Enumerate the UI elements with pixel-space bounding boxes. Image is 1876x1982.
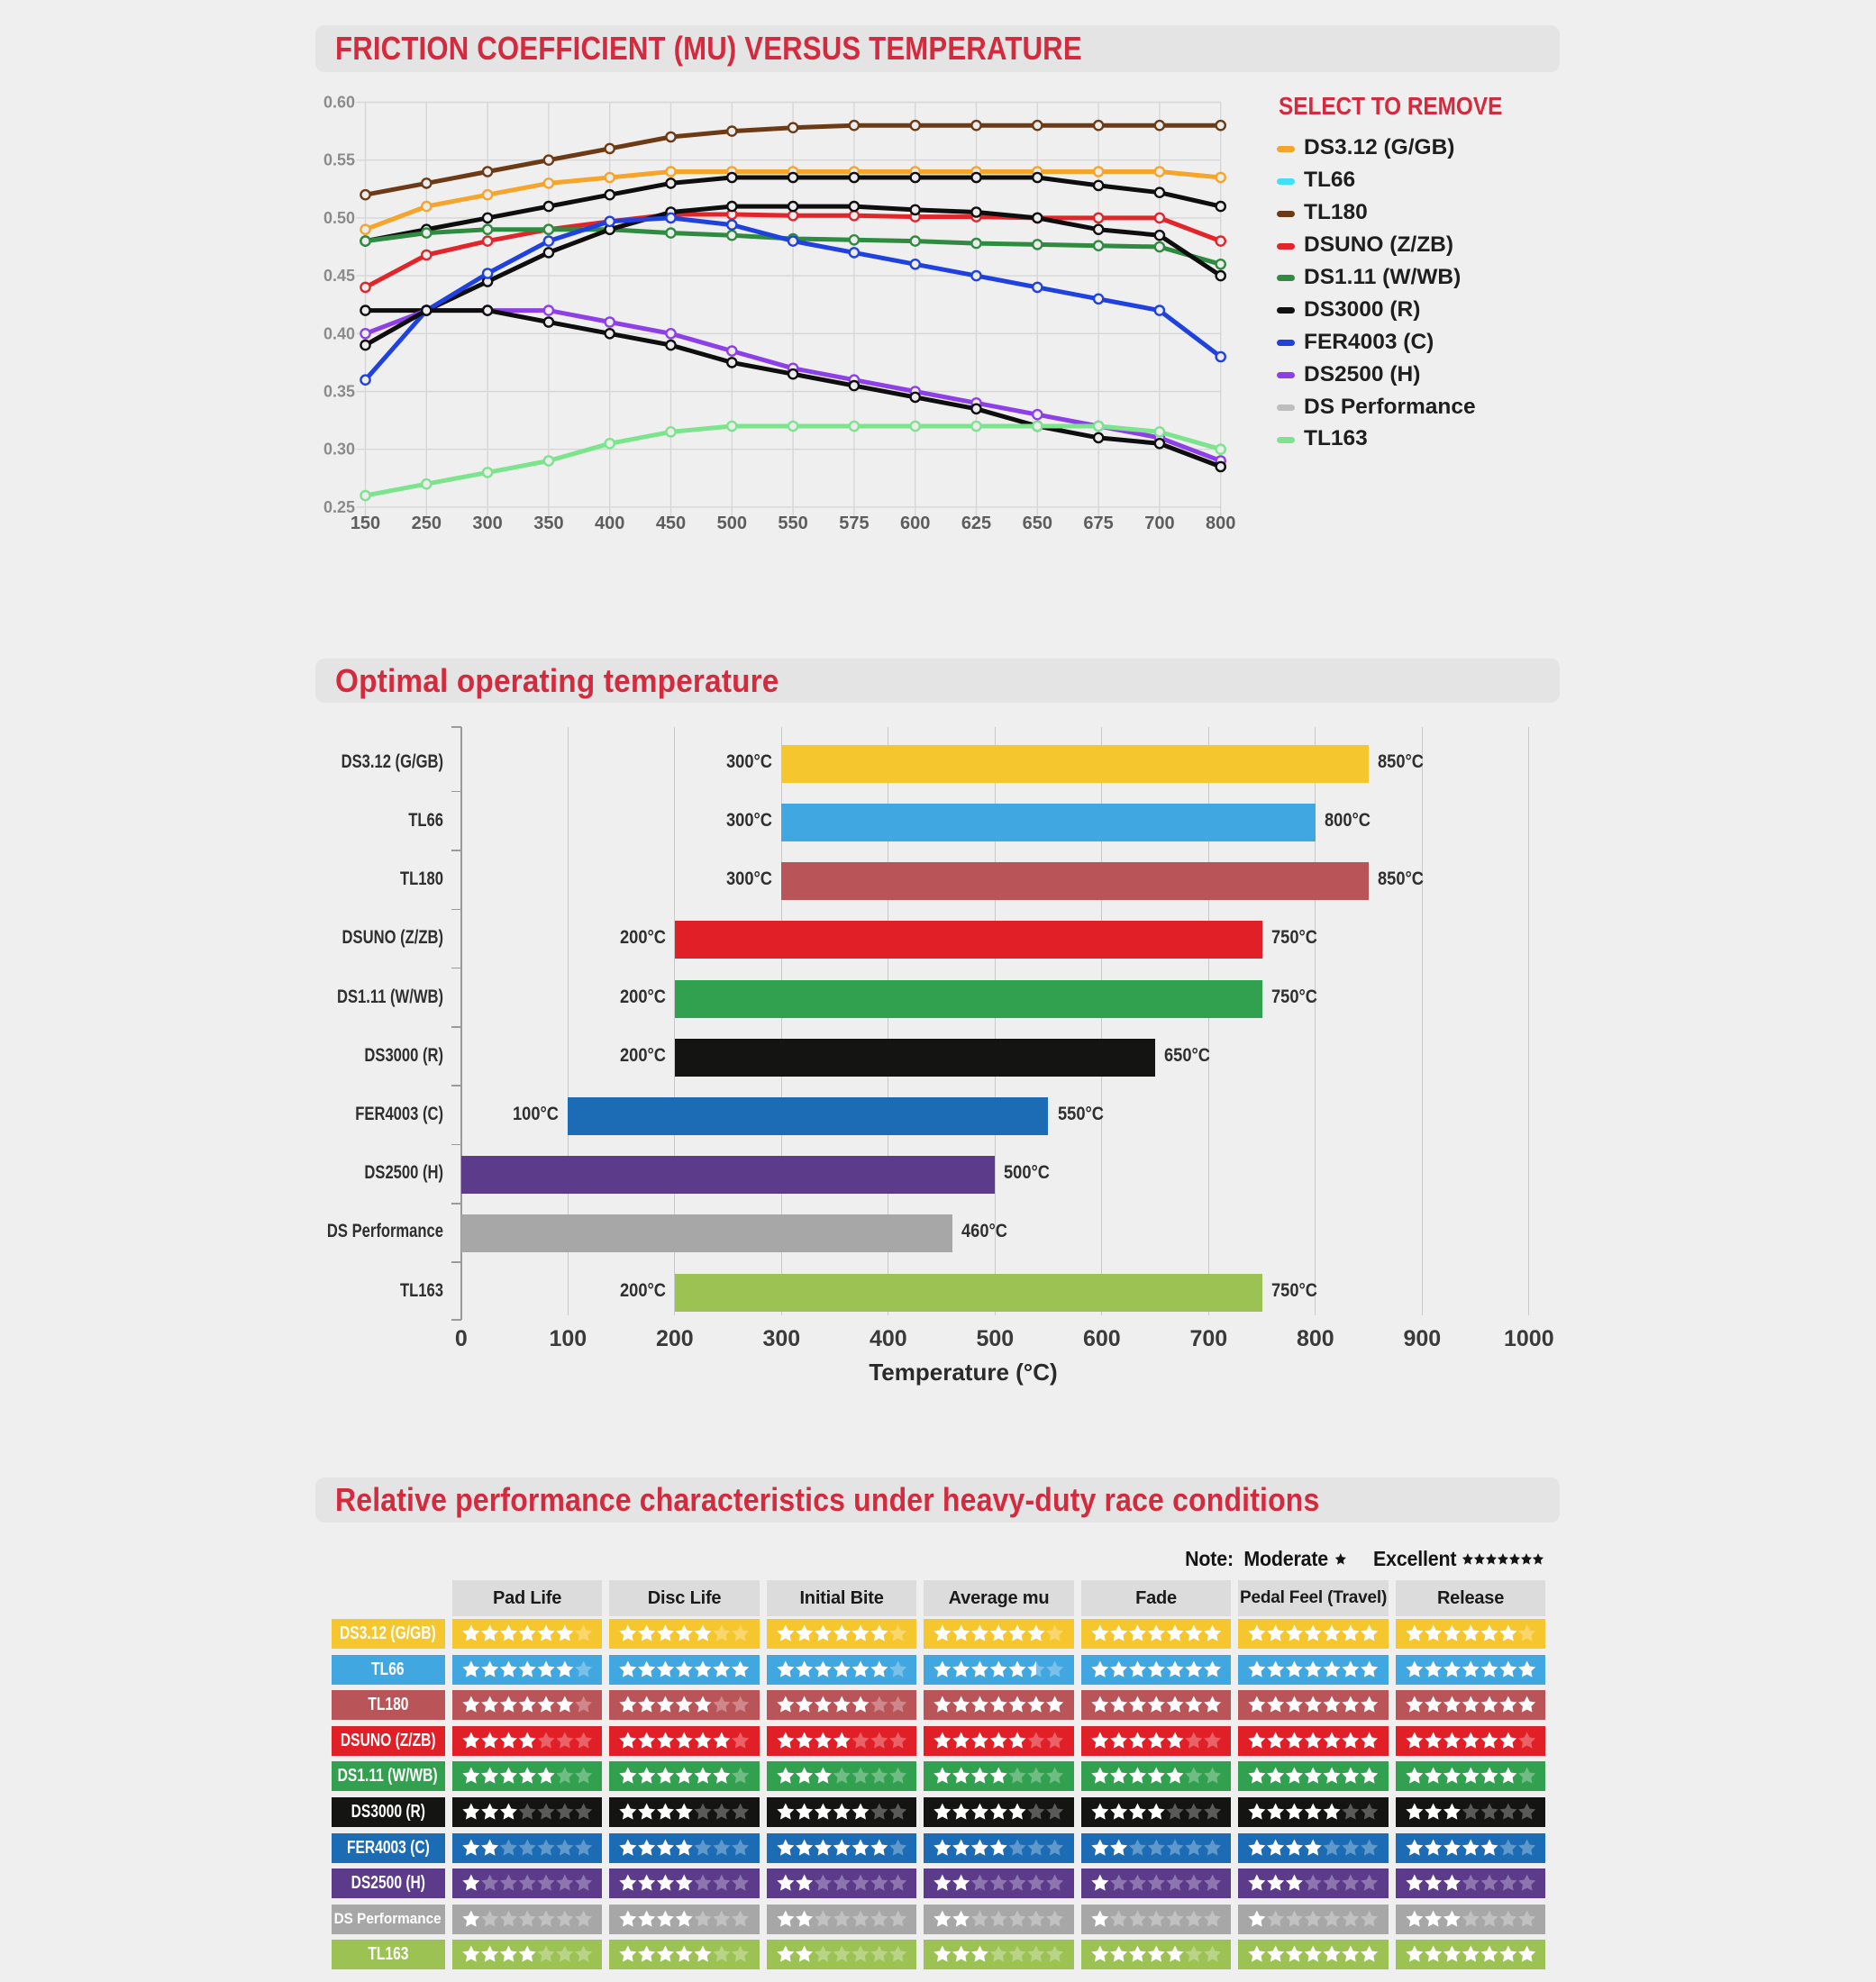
svg-text:500: 500 [717, 514, 747, 533]
svg-text:350: 350 [533, 514, 563, 533]
svg-text:600: 600 [900, 514, 930, 533]
svg-text:250: 250 [412, 514, 442, 533]
svg-text:625: 625 [961, 514, 991, 533]
svg-text:0.30: 0.30 [323, 441, 355, 459]
svg-text:800: 800 [1206, 514, 1235, 533]
svg-text:0.25: 0.25 [323, 498, 355, 516]
svg-text:550: 550 [778, 514, 807, 533]
svg-text:450: 450 [656, 514, 686, 533]
svg-text:0.45: 0.45 [323, 267, 355, 285]
svg-text:0.60: 0.60 [323, 94, 355, 112]
svg-text:575: 575 [839, 514, 869, 533]
svg-text:300: 300 [472, 514, 502, 533]
svg-text:0.35: 0.35 [323, 383, 355, 401]
svg-text:400: 400 [595, 514, 624, 533]
svg-text:700: 700 [1144, 514, 1174, 533]
svg-text:675: 675 [1083, 514, 1113, 533]
svg-text:0.40: 0.40 [323, 324, 355, 342]
svg-text:150: 150 [351, 514, 380, 533]
svg-text:650: 650 [1023, 514, 1052, 533]
svg-text:0.50: 0.50 [323, 209, 355, 227]
svg-text:0.55: 0.55 [323, 151, 355, 169]
